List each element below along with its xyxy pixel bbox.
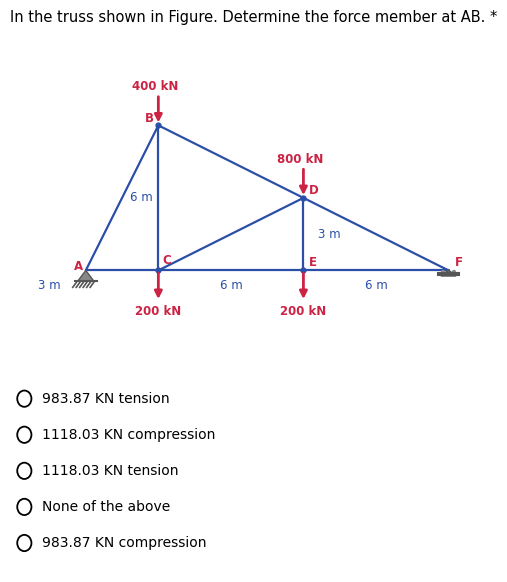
Text: 1118.03 KN tension: 1118.03 KN tension xyxy=(42,464,178,478)
Text: 3 m: 3 m xyxy=(38,279,61,292)
Text: 200 kN: 200 kN xyxy=(280,305,327,318)
Text: 6 m: 6 m xyxy=(220,279,242,292)
Text: D: D xyxy=(309,184,318,197)
Text: In the truss shown in Figure. Determine the force member at AB. *: In the truss shown in Figure. Determine … xyxy=(10,10,497,26)
Text: 800 kN: 800 kN xyxy=(277,153,323,166)
Text: B: B xyxy=(145,112,154,125)
Polygon shape xyxy=(78,271,94,281)
Text: E: E xyxy=(309,255,317,268)
Text: 6 m: 6 m xyxy=(365,279,387,292)
Text: 400 kN: 400 kN xyxy=(131,80,178,93)
Text: C: C xyxy=(163,254,171,267)
Text: F: F xyxy=(455,255,462,268)
Text: 983.87 KN tension: 983.87 KN tension xyxy=(42,392,169,406)
Text: 983.87 KN compression: 983.87 KN compression xyxy=(42,536,206,550)
Text: None of the above: None of the above xyxy=(42,500,170,514)
Text: 6 m: 6 m xyxy=(130,191,153,204)
Text: A: A xyxy=(74,260,83,274)
Text: 3 m: 3 m xyxy=(318,228,341,240)
Text: 200 kN: 200 kN xyxy=(135,305,182,318)
Circle shape xyxy=(442,271,445,274)
Text: 1118.03 KN compression: 1118.03 KN compression xyxy=(42,428,215,442)
Circle shape xyxy=(447,271,450,274)
Circle shape xyxy=(452,271,455,274)
